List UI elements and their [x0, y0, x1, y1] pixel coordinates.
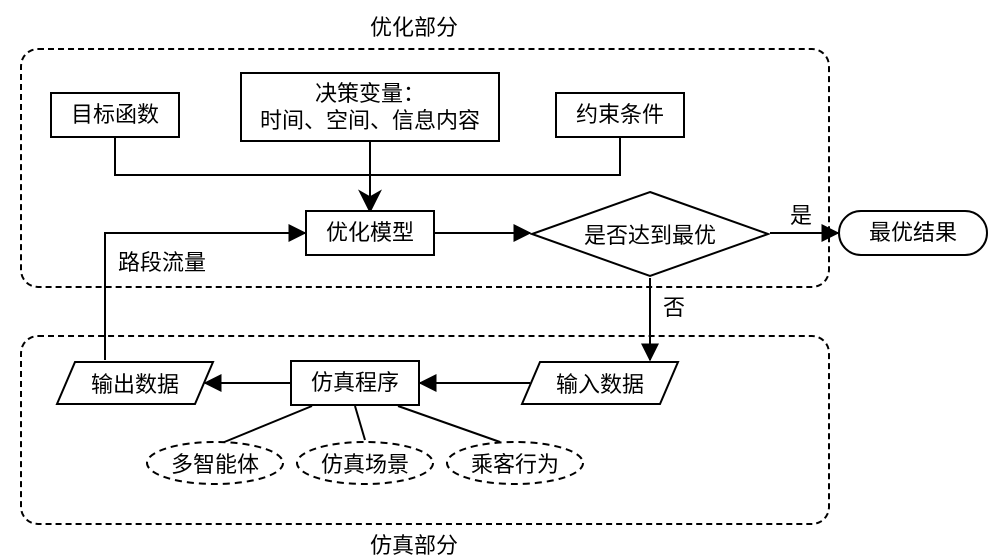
node-passenger-behavior-label: 乘客行为 [445, 440, 585, 486]
node-simulation-scene: 仿真场景 [295, 440, 435, 486]
node-output-data-label: 输出数据 [55, 360, 215, 406]
diagram-canvas: 优化部分 仿真部分 [0, 0, 1000, 558]
node-best-result: 最优结果 [838, 210, 988, 256]
node-optimization-model: 优化模型 [305, 210, 435, 256]
node-passenger-behavior: 乘客行为 [445, 440, 585, 486]
node-multi-agent-label: 多智能体 [145, 440, 285, 486]
edge-label-yes: 是 [790, 198, 812, 230]
node-output-data: 输出数据 [55, 360, 215, 406]
edge-label-link-flow: 路段流量 [118, 245, 206, 277]
node-simulation-scene-label: 仿真场景 [295, 440, 435, 486]
node-multi-agent: 多智能体 [145, 440, 285, 486]
section-title-optimization: 优化部分 [370, 10, 458, 42]
node-is-optimal-label: 是否达到最优 [530, 190, 770, 278]
node-input-data: 输入数据 [520, 360, 680, 406]
edge-label-no: 否 [663, 290, 685, 322]
node-constraints: 约束条件 [555, 92, 685, 138]
node-decision-variables: 决策变量： 时间、空间、信息内容 [240, 72, 500, 142]
node-objective-function: 目标函数 [50, 92, 180, 138]
node-simulation-program: 仿真程序 [290, 360, 420, 406]
section-title-simulation: 仿真部分 [370, 528, 458, 560]
node-input-data-label: 输入数据 [520, 360, 680, 406]
node-is-optimal-decision: 是否达到最优 [530, 190, 770, 278]
